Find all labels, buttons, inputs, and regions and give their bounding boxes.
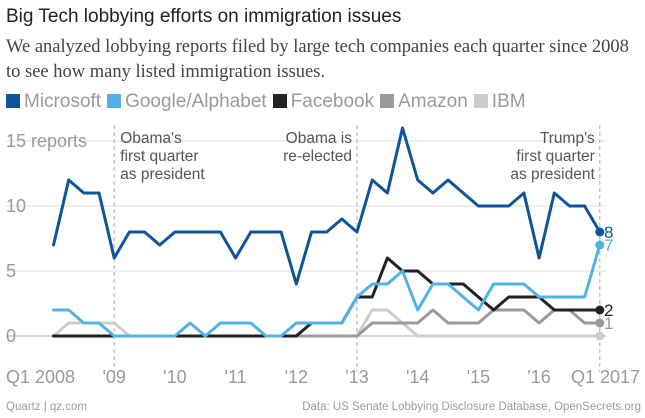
x-tick-label: Q1 2008 [6,367,75,387]
legend-swatch-amazon [380,94,395,108]
end-label-amazon: 1 [604,314,613,333]
legend-label-amazon: Amazon [398,91,468,112]
x-tick-label: '12 [285,367,308,387]
x-tick-label: '13 [345,367,368,387]
legend: Microsoft Google/Alphabet Facebook Amazon IB… [6,91,532,113]
annotation-text: Obama's [120,130,182,147]
x-tick-label: '16 [527,367,550,387]
annotation-text: Obama is [286,130,353,147]
legend-item-microsoft: Microsoft [6,91,101,113]
legend-swatch-facebook [272,94,287,108]
series-line-microsoft [52,126,602,286]
annotation-text: re-elected [283,148,352,165]
x-tick-label: '15 [467,367,490,387]
annotation-text: as president [510,166,595,183]
legend-label-ibm: IBM [491,91,526,112]
annotation-text: Trump's [540,130,595,147]
end-point-ibm [595,331,605,341]
legend-swatch-ibm [473,94,488,108]
legend-label-facebook: Facebook [290,91,375,112]
end-label-facebook: 2 [604,301,613,320]
footer-source: Data: US Senate Lobbying Disclosure Data… [302,401,641,413]
legend-label-google-alphabet: Google/Alphabet [125,91,267,112]
chart-title: Big Tech lobbying efforts on immigration… [6,6,402,27]
end-point-microsoft [595,227,605,237]
series-line-google-alphabet [52,243,602,338]
y-tick-label: 0 [6,326,16,346]
end-label-microsoft: 8 [604,223,613,242]
legend-item-ibm: IBM [473,91,526,113]
annotation-text: first quarter [516,148,594,165]
legend-swatch-microsoft [6,94,20,108]
x-tick-label: '10 [163,367,186,387]
x-tick-label: '09 [102,367,125,387]
legend-label-microsoft: Microsoft [24,91,102,112]
y-tick-label: 10 [6,196,26,216]
end-point-google-alphabet [595,240,605,250]
y-tick-label: 15 reports [6,131,87,151]
y-tick-label: 5 [6,261,16,281]
footer-credit: Quartz | qz.com [6,401,87,413]
legend-item-amazon: Amazon [380,91,468,113]
x-tick-label: '14 [406,367,429,387]
annotation-text: first quarter [120,148,198,165]
legend-item-facebook: Facebook [272,91,375,113]
chart-subtitle: We analyzed lobbying reports filed by la… [6,37,629,82]
legend-swatch-google-alphabet [107,94,122,108]
x-tick-label: '11 [225,367,247,387]
legend-item-google-alphabet: Google/Alphabet [107,91,267,113]
end-label-google-alphabet: 7 [604,236,613,255]
annotation-text: as president [120,166,205,183]
end-point-facebook [595,305,605,315]
x-tick-label: Q1 2017 [571,367,640,387]
end-point-amazon [595,318,605,328]
